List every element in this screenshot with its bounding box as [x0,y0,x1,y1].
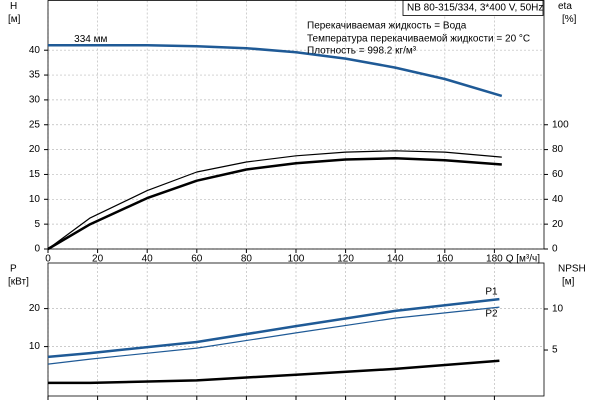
x-tick-label: 100 [288,254,305,265]
y-tick-label: 40 [29,45,41,56]
y-axis-unit: [кВт] [8,277,29,288]
y-axis-unit: [м] [8,14,21,25]
plot-frame [47,262,545,397]
y-tick-label: 15 [29,169,41,180]
y2-axis-label: NPSH [558,264,586,275]
x-tick-label: 0 [45,254,51,265]
curve-label: P1 [485,287,498,298]
curve [48,359,500,385]
y2-tick-label: 100 [552,119,569,130]
curve [47,157,502,251]
annotation: Перекачиваемая жидкость = Вода [307,21,467,32]
y-tick-label: 30 [29,95,41,106]
y2-tick-label: 60 [552,169,564,180]
y-tick-label: 25 [29,119,41,130]
annotation: Плотность = 998.2 кг/м³ [307,46,417,57]
y-tick-label: 5 [34,219,40,230]
y2-tick-label: 40 [552,194,564,205]
curve-label: P2 [485,309,498,320]
x-tick-label: 80 [241,254,253,265]
y-tick-label: 10 [29,194,41,205]
x-tick-label: 60 [191,254,203,265]
y-tick-label: 20 [29,144,41,155]
curve [48,43,503,98]
info-box [402,0,544,16]
y2-tick-label: 80 [552,144,564,155]
y-tick-label: 10 [29,341,41,352]
x-tick-label: 20 [92,254,104,265]
x-tick-label: 40 [142,254,154,265]
y-tick-label: 20 [29,303,41,314]
y-tick-label: 35 [29,70,41,81]
x-tick-label: 140 [387,254,404,265]
y2-axis-unit: [%] [562,14,577,25]
info-title: NB 80-315/334, 3*400 V, 50Hz [407,3,543,14]
x-axis-label: Q [м³/ч] [506,254,541,265]
y-tick-label: 0 [34,244,40,255]
curve [47,306,500,365]
curve-label: 334 мм [74,34,107,45]
plot-frame [47,0,545,250]
curve [47,297,500,359]
y2-tick-label: 10 [552,304,564,315]
curve [47,150,502,250]
annotation: Температура перекачиваемой жидкости = 20… [307,34,530,45]
y2-tick-label: 5 [552,345,558,356]
y2-tick-label: 20 [552,219,564,230]
x-tick-label: 180 [486,254,503,265]
x-tick-label: 160 [436,254,453,265]
y2-axis-label: eta [558,1,572,12]
y2-axis-unit: [м] [562,277,575,288]
y-axis-label: H [10,1,17,12]
y-axis-label: P [10,264,17,275]
y2-tick-label: 0 [552,244,558,255]
x-tick-label: 120 [337,254,354,265]
